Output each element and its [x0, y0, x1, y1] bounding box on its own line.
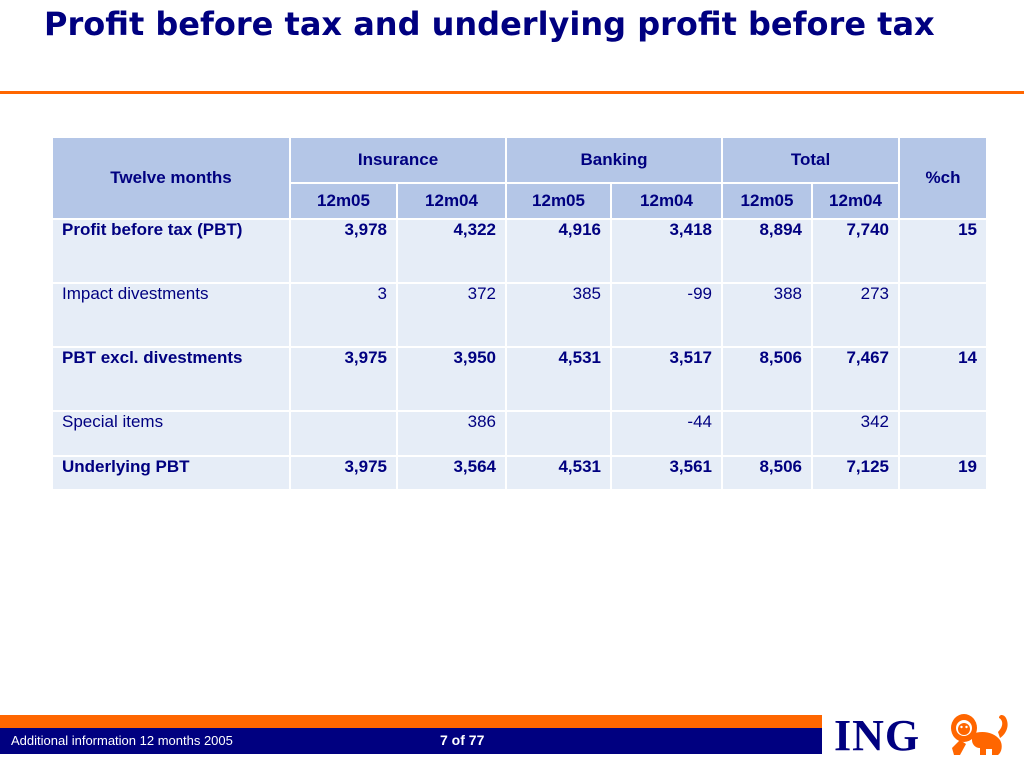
- period-header: 12m04: [396, 182, 507, 220]
- logo-wordmark: ING: [834, 711, 921, 760]
- footer-accent-bar: [0, 715, 822, 728]
- table-cell: 3,978: [289, 218, 398, 284]
- table-cell: [898, 410, 989, 457]
- table-cell: 7,740: [810, 218, 901, 284]
- group-header-insurance: Insurance: [289, 136, 507, 184]
- table-cell: 3,975: [289, 346, 398, 412]
- table-cell: [289, 410, 398, 457]
- pct-change-header: %ch: [898, 136, 989, 220]
- table-cell: 8,894: [721, 218, 813, 284]
- table-cell: 19: [898, 455, 989, 491]
- row-label: Profit before tax (PBT): [51, 218, 291, 284]
- table-cell: 3,418: [610, 218, 723, 284]
- table-row-total: Underlying PBT 3,975 3,564 4,531 3,561 8…: [51, 455, 989, 491]
- row-label: Underlying PBT: [51, 455, 291, 491]
- ing-logo: ING: [834, 706, 1014, 762]
- table-cell: 3,564: [396, 455, 507, 491]
- group-header-total: Total: [720, 136, 901, 184]
- table-cell: 3,517: [610, 346, 723, 412]
- table-cell: 4,916: [505, 218, 612, 284]
- period-header: 12m04: [610, 182, 723, 220]
- table-row: Profit before tax (PBT) 3,978 4,322 4,91…: [51, 218, 989, 284]
- row-label: Special items: [51, 410, 291, 457]
- table-cell: 3,561: [610, 455, 723, 491]
- table-cell: [721, 410, 813, 457]
- table-cell: 3,950: [396, 346, 507, 412]
- table-cell: 8,506: [721, 346, 813, 412]
- table-cell: 342: [810, 410, 901, 457]
- table-row-header: Twelve months: [51, 136, 291, 220]
- table-cell: 372: [396, 282, 507, 348]
- page-number: 7 of 77: [440, 732, 485, 748]
- period-header: 12m05: [289, 182, 398, 220]
- table-row: Special items 386 -44 342: [51, 410, 989, 457]
- table-cell: [898, 282, 989, 348]
- table-cell: 386: [396, 410, 507, 457]
- table-cell: 385: [505, 282, 612, 348]
- group-header-banking: Banking: [505, 136, 723, 184]
- table-cell: 4,531: [505, 346, 612, 412]
- table-cell: 4,322: [396, 218, 507, 284]
- period-header: 12m05: [721, 182, 813, 220]
- table-cell: 14: [898, 346, 989, 412]
- table-cell: -99: [610, 282, 723, 348]
- table-cell: 8,506: [721, 455, 813, 491]
- table-row: Impact divestments 3 372 385 -99 388 273: [51, 282, 989, 348]
- profit-table: Twelve months Insurance Banking Total %c…: [51, 136, 989, 491]
- footer-bar: [0, 728, 822, 754]
- table-row: PBT excl. divestments 3,975 3,950 4,531 …: [51, 346, 989, 412]
- table-cell: 7,125: [810, 455, 901, 491]
- lion-icon: [951, 714, 1008, 755]
- title-underline: [0, 91, 1024, 94]
- slide-title: Profit before tax and underlying profit …: [44, 5, 935, 43]
- row-label: PBT excl. divestments: [51, 346, 291, 412]
- table-cell: 273: [810, 282, 901, 348]
- footer-caption: Additional information 12 months 2005: [11, 733, 233, 748]
- table-cell: 3,975: [289, 455, 398, 491]
- period-header: 12m05: [505, 182, 612, 220]
- table-cell: 388: [721, 282, 813, 348]
- table-cell: 15: [898, 218, 989, 284]
- table-cell: 4,531: [505, 455, 612, 491]
- period-header: 12m04: [810, 182, 901, 220]
- table-cell: 7,467: [810, 346, 901, 412]
- table-cell: [505, 410, 612, 457]
- table-cell: -44: [610, 410, 723, 457]
- table-cell: 3: [289, 282, 398, 348]
- row-label: Impact divestments: [51, 282, 291, 348]
